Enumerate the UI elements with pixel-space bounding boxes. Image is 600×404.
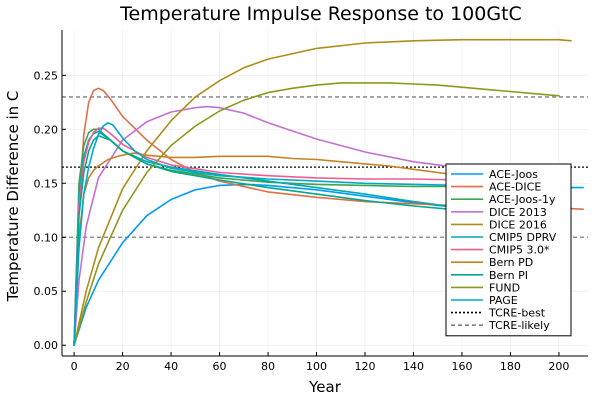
y-tick-label: 0.20 [34,123,59,136]
legend-label-dice-2016: DICE 2016 [489,218,547,231]
legend-label-tcre-likely: TCRE-likely [488,319,550,332]
axes: 0 20 40 60 80 100 120 140 160 180 200 0.00 0.05 0.10 0… [34,30,588,373]
series-line-dice-2013 [73,105,560,346]
x-tick-label: 80 [261,360,275,373]
x-tick-label: 20 [116,360,130,373]
x-tick-label: 60 [213,360,227,373]
legend-label-bern-pi: Bern PI [489,269,528,282]
x-tick-label: 0 [71,360,78,373]
series-line-page [73,122,584,346]
x-tick-label: 100 [306,360,327,373]
y-tick-label: 0.15 [34,177,59,190]
legend-label-tcre-best: TCRE-best [488,307,546,320]
legend-label-cmip5-dprv: CMIP5 DPRV [489,231,557,244]
legend-label-fund: FUND [489,281,520,294]
x-tick-label: 120 [354,360,375,373]
y-tick-label: 0.05 [34,285,59,298]
x-tick-label: 40 [164,360,178,373]
legend-label-ace-joos: ACE-Joos [489,168,538,181]
series-line-cmip5-3-0 [73,127,560,346]
legend-label-ace-dice: ACE-DICE [489,181,541,194]
legend-label-bern-pd: Bern PD [489,256,533,269]
y-tick-label: 0.00 [34,339,59,352]
legend-label-dice-2013: DICE 2013 [489,206,547,219]
x-tick-label: 200 [548,360,569,373]
legend-label-ace-joos-1y: ACE-Joos-1y [489,193,556,206]
series-line-bern-pi [73,135,560,346]
y-tick-label: 0.25 [34,69,59,82]
series-line-dice-2016 [73,38,572,346]
chart-title: Temperature Impulse Response to 100GtC [119,3,522,25]
reference-lines [62,96,588,238]
legend-label-cmip5-3-0: CMIP5 3.0* [489,244,550,257]
y-tick-label: 0.10 [34,231,59,244]
x-tick-label: 180 [500,360,521,373]
x-tick-label: 140 [403,360,424,373]
legend-label-page: PAGE [489,294,518,307]
x-axis-title: Year [308,378,342,396]
x-tick-label: 160 [451,360,472,373]
series-line-fund [73,82,560,346]
y-axis-title: Temperature Difference in C [4,91,22,303]
